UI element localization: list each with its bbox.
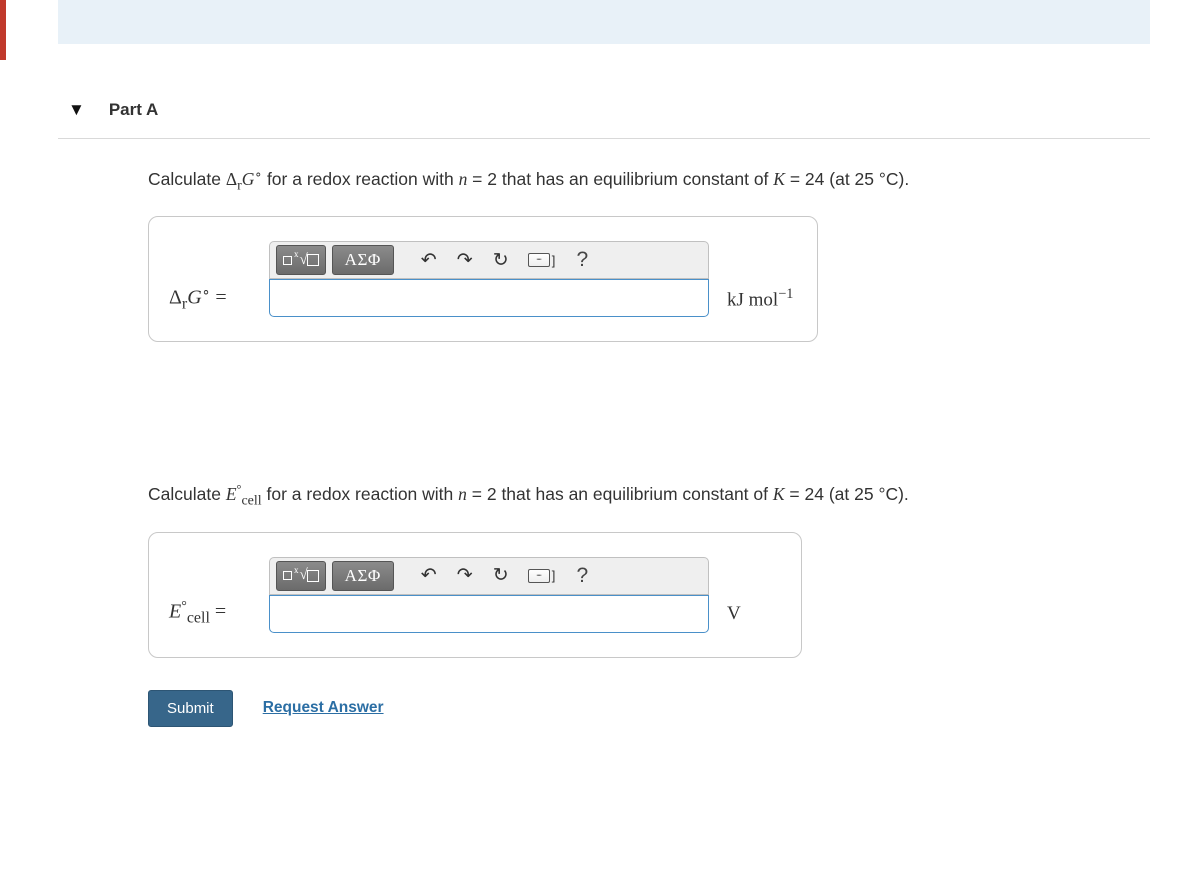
templates-button[interactable]: x√ [276,561,326,591]
q2-toolbar: x√ ΑΣΦ ↶ ↷ ↻ ┉] ? [269,557,709,595]
info-banner [58,0,1150,44]
q1-unit-label: kJ mol−1 [727,286,793,311]
keyboard-shortcuts-button[interactable]: ┉] [522,561,562,591]
greek-symbols-button[interactable]: ΑΣΦ [332,245,394,275]
undo-button[interactable]: ↶ [414,561,444,591]
reset-button[interactable]: ↻ [486,245,516,275]
q2-unit-label: V [727,603,741,625]
undo-button[interactable]: ↶ [414,245,444,275]
brand-accent-bar [0,0,6,60]
q2-answer-container: x√ ΑΣΦ ↶ ↷ ↻ ┉] ? E°cell = V [148,532,802,658]
q1-variable-label: ΔrG∘ = [169,284,269,314]
q1-prompt: Calculate ΔrG∘ for a redox reaction with… [148,167,1130,194]
q2-answer-input[interactable] [269,595,709,633]
submit-button[interactable]: Submit [148,690,233,727]
q1-answer-container: x√ ΑΣΦ ↶ ↷ ↻ ┉] ? ΔrG∘ = kJ mol−1 [148,216,818,342]
q1-toolbar: x√ ΑΣΦ ↶ ↷ ↻ ┉] ? [269,241,709,279]
templates-button[interactable]: x√ [276,245,326,275]
q2-variable-label: E°cell = [169,599,269,628]
request-answer-link[interactable]: Request Answer [263,699,384,717]
part-title: Part A [109,100,158,120]
help-button[interactable]: ? [567,245,597,275]
q1-answer-input[interactable] [269,279,709,317]
keyboard-shortcuts-button[interactable]: ┉] [522,245,562,275]
redo-button[interactable]: ↷ [450,245,480,275]
help-button[interactable]: ? [567,561,597,591]
q2-prompt: Calculate E°cell for a redox reaction wi… [148,482,1130,509]
collapse-icon[interactable]: ▼ [68,100,85,120]
greek-symbols-button[interactable]: ΑΣΦ [332,561,394,591]
part-header[interactable]: ▼ Part A [58,80,1150,139]
reset-button[interactable]: ↻ [486,561,516,591]
redo-button[interactable]: ↷ [450,561,480,591]
